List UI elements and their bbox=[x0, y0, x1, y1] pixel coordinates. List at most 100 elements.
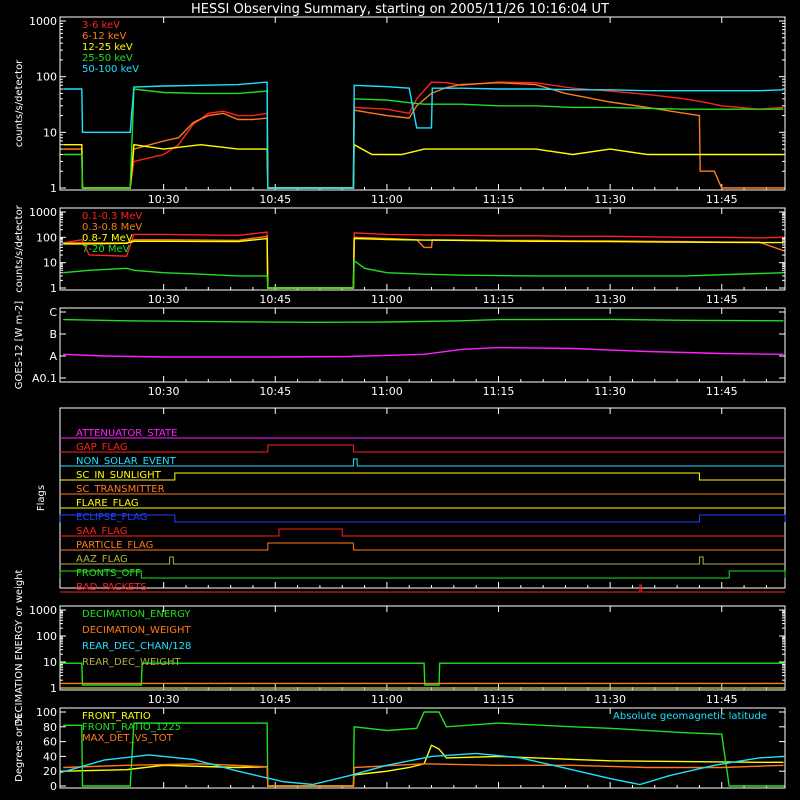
flag-label-non-solar-event: NON_SOLAR_EVENT bbox=[76, 456, 177, 467]
panel-high_energy: 1 10 100 1000 10:30 10:45 11:00 11:15 11:30 11:45… bbox=[14, 204, 786, 306]
flag-label-bad-packets: BAD_PACKETS bbox=[76, 582, 147, 593]
flag-label-sc-transmitter: SC_TRANSMITTER bbox=[76, 484, 165, 495]
flag-line-particle-flag bbox=[60, 542, 785, 551]
x-tick-label: 11:15 bbox=[483, 693, 515, 706]
y-tick-label: 10 bbox=[43, 257, 57, 270]
x-tick-label: 10:30 bbox=[148, 693, 180, 706]
x-tick-label: 11:00 bbox=[371, 293, 403, 306]
x-tick-label: 11:45 bbox=[706, 693, 738, 706]
y-tick-label: 10 bbox=[43, 126, 57, 139]
series-line-front-ratio-1225 bbox=[63, 711, 784, 787]
series-line-decimation-energy bbox=[60, 662, 785, 686]
figure-title: HESSI Observing Summary, starting on 200… bbox=[191, 2, 609, 17]
legend-entry-rear-dec-weight: REAR_DEC_WEIGHT bbox=[82, 657, 181, 668]
legend-entry-front-ratio-1225: FRONT_RATIO_1225 bbox=[82, 722, 181, 733]
panel-lightcurves: 1 10 100 1000 10:30 10:45 11:00 11:15 11:30 11:45… bbox=[14, 15, 786, 206]
annotation-geomagnetic-latitude: Absolute geomagnetic latitude bbox=[613, 711, 767, 722]
series-line-max-det-vs-tot bbox=[63, 763, 784, 787]
flag-line-non-solar-event bbox=[60, 458, 785, 467]
panel-frame bbox=[59, 407, 786, 589]
x-tick-label: 10:45 bbox=[259, 385, 291, 398]
legend-entry-3-6-kev: 3-6 keV bbox=[82, 20, 120, 31]
legend-entry-7-20-mev: 7-20 MeV bbox=[82, 244, 130, 255]
panel-frame bbox=[59, 307, 786, 383]
series-line-6-12-kev bbox=[63, 81, 784, 189]
legend-entry-0-3-0-8-mev: 0.3-0.8 MeV bbox=[82, 222, 142, 233]
y-axis-label: Degrees or % bbox=[14, 714, 25, 782]
flag-line-bad-packets bbox=[60, 584, 785, 593]
x-tick-label: 11:30 bbox=[594, 193, 626, 206]
flag-label-particle-flag: PARTICLE_FLAG bbox=[76, 540, 153, 551]
flag-line-aaz-flag bbox=[60, 556, 785, 565]
y-tick-label: 0 bbox=[50, 780, 57, 793]
panel-frame bbox=[59, 207, 786, 291]
series-line-12-25-kev bbox=[63, 143, 784, 189]
legend-entry-25-50-kev: 25-50 keV bbox=[82, 53, 133, 64]
y-tick-label: 1 bbox=[50, 182, 57, 195]
series-line-front-ratio bbox=[63, 744, 784, 787]
flag-label-saa-flag: SAA_FLAG bbox=[76, 526, 127, 537]
series-line-7-20-mev bbox=[63, 259, 784, 289]
x-tick-label: 11:30 bbox=[594, 693, 626, 706]
x-tick-label: 10:30 bbox=[148, 193, 180, 206]
panel-goes: A0.1 ABC 10:30 10:45 11:00 11:15 11:30 11:45 GOE… bbox=[14, 301, 786, 398]
y-axis-label: GOES-12 [W m-2] bbox=[14, 301, 25, 389]
legend-entry-max-det-vs-tot: MAX_DET_VS_TOT bbox=[82, 733, 174, 744]
y-tick-label: 1 bbox=[50, 282, 57, 295]
panel-decimation: 1 10 100 1000 10:30 10:45 11:00 11:15 11:30 11:45… bbox=[14, 569, 786, 726]
y-tick-label: 1 bbox=[50, 682, 57, 695]
x-tick-label: 11:45 bbox=[706, 385, 738, 398]
y-axis-label: DECIMATION ENERGY or weight bbox=[14, 569, 25, 726]
series-line-3-6-kev bbox=[63, 81, 784, 189]
x-tick-label: 11:00 bbox=[371, 693, 403, 706]
flag-label-fronts-off: FRONTS_OFF bbox=[76, 568, 141, 579]
y-tick-label: 100 bbox=[36, 71, 57, 84]
x-tick-label: 11:00 bbox=[371, 385, 403, 398]
series-line-goes-low-channel bbox=[63, 318, 784, 324]
y-tick-label: 100 bbox=[36, 231, 57, 244]
x-tick-label: 11:30 bbox=[594, 385, 626, 398]
legend-entry-0-1-0-3-mev: 0.1-0.3 MeV bbox=[82, 211, 142, 222]
x-tick-label: 11:45 bbox=[706, 193, 738, 206]
flag-label-flare-flag: FLARE_FLAG bbox=[76, 498, 139, 509]
flag-label-eclipse-flag: ECLIPSE_FLAG bbox=[76, 512, 147, 523]
legend-entry-front-ratio: FRONT_RATIO bbox=[82, 711, 151, 722]
y-tick-label: 20 bbox=[43, 765, 57, 778]
y-axis-label: Flags bbox=[36, 485, 47, 511]
flag-line-sc-in-sunlight bbox=[60, 472, 785, 481]
x-tick-label: 11:15 bbox=[483, 385, 515, 398]
flag-line-saa-flag bbox=[60, 528, 785, 537]
x-tick-label: 11:30 bbox=[594, 293, 626, 306]
panel-frame bbox=[59, 605, 786, 691]
flag-label-sc-in-sunlight: SC_IN_SUNLIGHT bbox=[76, 470, 162, 481]
y-tick-label: A0.1 bbox=[32, 372, 57, 385]
x-tick-label: 10:30 bbox=[148, 293, 180, 306]
legend-entry-6-12-kev: 6-12 keV bbox=[82, 31, 126, 42]
y-tick-label: B bbox=[49, 328, 57, 341]
y-tick-label: 1000 bbox=[29, 15, 57, 28]
panel-frame bbox=[59, 16, 786, 191]
y-axis-label: counts/s/detector bbox=[14, 204, 25, 292]
series-line-0-1-0-3-mev bbox=[63, 231, 784, 289]
x-tick-label: 10:45 bbox=[259, 293, 291, 306]
series-line-absolute-geomagnetic-latitude bbox=[60, 752, 786, 786]
y-tick-label: 80 bbox=[43, 721, 57, 734]
flag-label-gap-flag: GAP_FLAG bbox=[76, 442, 128, 453]
y-tick-label: 10 bbox=[43, 656, 57, 669]
y-tick-label: C bbox=[49, 306, 57, 319]
y-tick-label: 1000 bbox=[29, 604, 57, 617]
flag-label-attenuator-state: ATTENUATOR_STATE bbox=[76, 428, 177, 439]
x-tick-label: 10:45 bbox=[259, 193, 291, 206]
legend-entry-0-8-7-mev: 0.8-7 MeV bbox=[82, 233, 133, 244]
series-line-goes-high-channel bbox=[63, 346, 784, 358]
x-tick-label: 10:45 bbox=[259, 693, 291, 706]
y-tick-label: 60 bbox=[43, 736, 57, 749]
panel-flags: Flags ATTENUATOR_STATE GAP_FLAG NON_SOLAR_E… bbox=[36, 407, 786, 593]
x-tick-label: 11:00 bbox=[371, 193, 403, 206]
y-tick-label: 100 bbox=[36, 630, 57, 643]
y-tick-label: 1000 bbox=[29, 206, 57, 219]
y-tick-label: A bbox=[49, 350, 57, 363]
